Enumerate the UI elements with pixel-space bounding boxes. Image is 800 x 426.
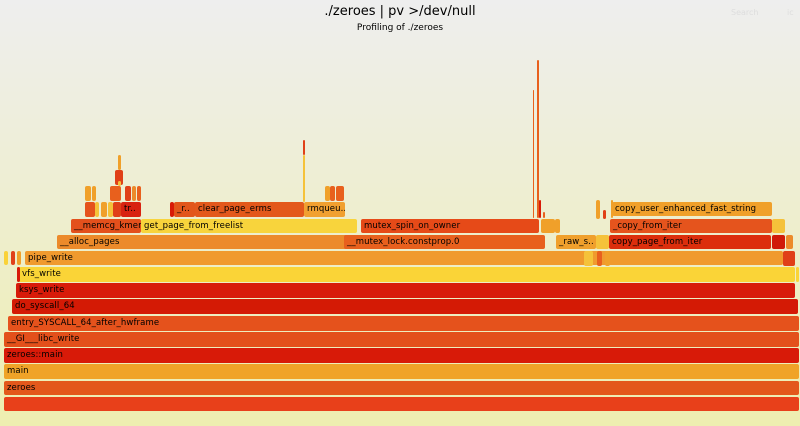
flame-frame[interactable]: [85, 202, 95, 217]
flame-frame[interactable]: [783, 251, 795, 266]
flame-frame[interactable]: [17, 267, 20, 282]
flame-frame[interactable]: _copy_from_iter: [610, 219, 772, 233]
flame-frame[interactable]: copy_user_enhanced_fast_string: [612, 202, 772, 216]
flame-frame-label: zeroes: [7, 383, 36, 393]
flame-frame[interactable]: [772, 219, 785, 233]
flame-frame[interactable]: [132, 186, 136, 201]
flame-frame[interactable]: [303, 140, 305, 155]
flame-frame[interactable]: [539, 200, 541, 218]
flame-frame-label: ksys_write: [19, 285, 65, 295]
flame-frame[interactable]: rmqueu..: [304, 202, 345, 217]
flame-frame-label: entry_SYSCALL_64_after_hwframe: [11, 318, 160, 328]
flame-frame[interactable]: pipe_write: [25, 251, 783, 265]
flame-frame[interactable]: ksys_write: [16, 283, 795, 298]
page-title: ./zeroes | pv >/dev/null: [324, 4, 476, 19]
flame-frame[interactable]: entry_SYSCALL_64_after_hwframe: [8, 316, 799, 331]
flame-frame-label: _r..: [177, 204, 190, 214]
flame-frame[interactable]: mutex_spin_on_owner: [361, 219, 539, 233]
flame-frame[interactable]: [555, 219, 560, 233]
flame-frame[interactable]: [533, 90, 534, 218]
flame-frame[interactable]: [137, 186, 141, 201]
flame-frame-label: tr..: [124, 204, 136, 214]
ignore-case-button[interactable]: ic: [787, 8, 794, 17]
flame-frame-label: zeroes::main: [7, 350, 64, 360]
flame-frame[interactable]: [113, 202, 121, 217]
flame-frame-label: rmqueu..: [307, 204, 345, 214]
flame-frame[interactable]: [796, 267, 799, 282]
flame-frame-label: main: [7, 366, 29, 376]
search-button[interactable]: Search: [731, 8, 759, 17]
flame-frame[interactable]: [95, 202, 99, 217]
flame-frame[interactable]: [330, 186, 335, 201]
flame-frame[interactable]: [336, 186, 344, 201]
flame-frame[interactable]: [603, 210, 606, 219]
flame-frame[interactable]: [92, 186, 96, 201]
flame-frame-label: copy_page_from_iter: [612, 237, 703, 247]
flame-frame[interactable]: _r..: [174, 202, 195, 217]
flame-frame-label: _raw_s..: [559, 237, 594, 247]
flame-frame[interactable]: tr..: [121, 202, 141, 217]
flame-frame[interactable]: copy_page_from_iter: [609, 235, 771, 249]
flame-frame[interactable]: [85, 186, 91, 201]
flame-frame[interactable]: vfs_write: [19, 267, 795, 282]
flame-frame[interactable]: [537, 60, 539, 218]
flame-frame[interactable]: clear_page_erms: [195, 202, 304, 217]
flame-frame[interactable]: [543, 212, 545, 218]
flame-frame[interactable]: __GI___libc_write: [4, 332, 799, 347]
flame-frame[interactable]: [170, 202, 174, 217]
flame-frame[interactable]: [101, 202, 107, 217]
flame-frame[interactable]: [110, 186, 121, 201]
flame-frame[interactable]: do_syscall_64: [12, 299, 798, 314]
flame-frame[interactable]: get_page_from_freelist: [141, 219, 357, 233]
flame-frame[interactable]: [584, 251, 593, 266]
flame-frame[interactable]: [115, 170, 123, 185]
flame-frame-label: __memcg_kmem..: [74, 221, 141, 231]
flame-frame[interactable]: [108, 202, 113, 217]
flame-frame-label: __alloc_pages: [60, 237, 120, 247]
flame-frame-label: do_syscall_64: [15, 301, 75, 311]
flame-frame[interactable]: [11, 251, 15, 265]
flame-frame[interactable]: [605, 251, 610, 266]
flame-frame[interactable]: [4, 251, 8, 265]
flame-frame[interactable]: zeroes::main: [4, 348, 799, 363]
flame-frame[interactable]: [325, 186, 330, 201]
flame-frame[interactable]: [125, 186, 131, 201]
flame-frame[interactable]: __memcg_kmem..: [71, 219, 141, 233]
flame-frame[interactable]: [118, 155, 121, 170]
flame-frame[interactable]: [303, 155, 305, 202]
flame-frame-label: clear_page_erms: [198, 204, 272, 214]
flame-frame[interactable]: __mutex_lock.constprop.0: [344, 235, 545, 249]
flame-frame[interactable]: [772, 235, 785, 249]
flame-frame[interactable]: [4, 397, 799, 411]
flame-frame[interactable]: [597, 251, 602, 266]
flame-frame[interactable]: [548, 219, 552, 233]
flame-frame-label: pipe_write: [28, 253, 74, 263]
flame-frame[interactable]: [118, 181, 121, 186]
page-subtitle: Profiling of ./zeroes: [356, 23, 444, 33]
flame-frame[interactable]: [17, 251, 21, 265]
flame-frame-label: _copy_from_iter: [613, 221, 682, 231]
flame-frame[interactable]: zeroes: [4, 381, 799, 395]
flame-frame-label: copy_user_enhanced_fast_string: [615, 204, 757, 214]
flame-frame[interactable]: [596, 200, 600, 219]
flame-frame[interactable]: main: [4, 364, 799, 379]
flame-frame-label: __mutex_lock.constprop.0: [347, 237, 460, 247]
flame-frame[interactable]: [786, 235, 793, 249]
flame-frame[interactable]: [611, 200, 613, 218]
flame-frame-label: vfs_write: [22, 269, 61, 279]
flame-frame[interactable]: _raw_s..: [556, 235, 596, 249]
flame-frame[interactable]: [596, 235, 609, 249]
flame-frame-label: __GI___libc_write: [7, 334, 80, 344]
flame-frame-label: mutex_spin_on_owner: [364, 221, 461, 231]
flame-frame-label: get_page_from_freelist: [144, 221, 244, 231]
